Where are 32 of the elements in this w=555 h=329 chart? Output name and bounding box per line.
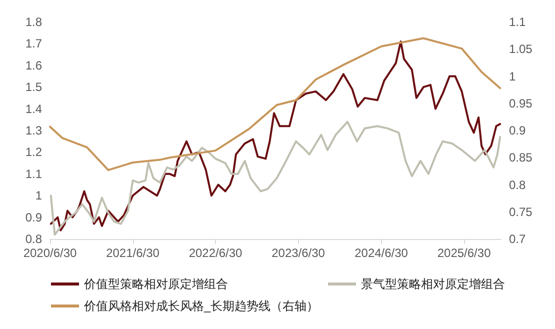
y-tick-label: 1 — [35, 188, 42, 203]
legend-label: 景气型策略相对原定增组合 — [361, 277, 505, 291]
y-tick-label: 0.8 — [25, 232, 42, 246]
y2-tick-label: 1.1 — [509, 15, 526, 29]
x-tick-label: 2020/6/30 — [23, 246, 78, 260]
line-series — [50, 120, 502, 236]
y-tick-label: 1.2 — [25, 145, 42, 160]
y-tick-label: 0.9 — [25, 210, 42, 224]
line-series — [49, 37, 502, 172]
y2-tick-label: 0.95 — [509, 96, 533, 110]
y-tick-label: 1.8 — [25, 15, 42, 29]
x-tick-label: 2021/6/30 — [106, 246, 160, 260]
x-tick-label: 2022/6/30 — [188, 246, 243, 260]
legend-label: 价值型策略相对原定增组合 — [83, 277, 228, 291]
y-tick-label: 1.3 — [25, 124, 42, 138]
x-tick-label: 2024/6/30 — [354, 246, 408, 260]
y2-tick-label: 0.9 — [509, 124, 526, 138]
y-tick-label: 1.1 — [25, 166, 42, 181]
y2-tick-label: 0.85 — [509, 150, 533, 165]
y2-tick-label: 1.05 — [509, 42, 533, 56]
y-tick-label: 1.4 — [25, 102, 42, 116]
x-tick-label: 2025/6/30 — [437, 246, 492, 260]
line-series — [50, 40, 502, 232]
y2-tick-label: 1 — [509, 69, 516, 84]
y-tick-label: 1.6 — [25, 58, 42, 72]
y2-tick-label: 0.8 — [509, 178, 526, 192]
y-tick-label: 1.7 — [25, 36, 42, 51]
y2-tick-label: 0.7 — [509, 232, 526, 246]
y-tick-label: 1.5 — [25, 80, 42, 94]
x-tick-label: 2023/6/30 — [272, 246, 326, 260]
y2-tick-label: 0.75 — [509, 204, 533, 219]
legend-label: 价值风格相对成长风格_长期趋势线（右轴） — [83, 299, 319, 313]
